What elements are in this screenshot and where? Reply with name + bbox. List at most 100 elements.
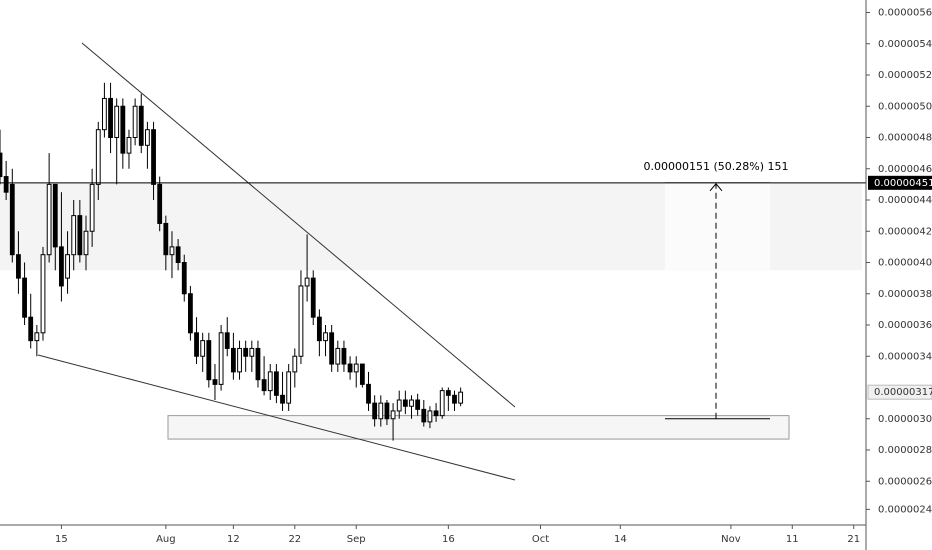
candle-body: [292, 355, 298, 373]
candle-body: [286, 371, 292, 404]
candle-body: [120, 105, 126, 154]
candle-body: [310, 277, 316, 318]
candle-body: [372, 402, 378, 420]
candle-body: [108, 97, 113, 138]
candle-body: [421, 408, 427, 423]
candle-body: [433, 410, 439, 417]
candle-body: [237, 347, 242, 373]
candle-body: [163, 222, 169, 256]
last-price-box: [867, 384, 932, 400]
candle-body: [390, 410, 396, 420]
candle-body: [316, 316, 322, 342]
candle-body: [145, 129, 150, 146]
candle-body: [273, 371, 279, 396]
x-tick-label: 11: [786, 534, 799, 545]
resistance-label-box: [868, 175, 932, 190]
lower-trend-line: [37, 354, 516, 481]
candle-body: [16, 254, 21, 279]
x-tick-label: Sep: [347, 534, 366, 545]
candle-body: [396, 399, 402, 412]
candle-body: [187, 293, 193, 334]
candle-body: [95, 129, 101, 185]
candle-body: [34, 332, 40, 342]
candle-body: [59, 246, 64, 287]
candle-body: [126, 137, 132, 154]
candle-body: [169, 246, 175, 256]
x-tick-label: 22: [288, 534, 301, 545]
x-tick-label: Nov: [721, 534, 741, 545]
candle-body: [28, 316, 34, 342]
candle-body: [9, 183, 15, 256]
last-price-label: 0.00000317: [874, 387, 932, 398]
candle-body: [341, 347, 347, 365]
candle-body: [71, 215, 77, 256]
candle-body: [83, 230, 89, 256]
candle-body: [151, 129, 156, 185]
candle-body: [445, 390, 451, 396]
candle-body: [249, 347, 255, 357]
candle-body: [353, 363, 359, 373]
candle-body: [224, 332, 230, 349]
measure-arrowhead: [709, 183, 723, 192]
candle-body: [280, 394, 285, 404]
candle-body: [175, 246, 181, 263]
candle-body: [415, 399, 421, 410]
x-tick-label: Oct: [532, 534, 549, 545]
x-tick-label: Aug: [156, 534, 176, 545]
candle-body: [89, 183, 95, 232]
candle-body: [65, 254, 70, 279]
candle-body: [46, 183, 52, 256]
x-tick-label: 15: [55, 534, 68, 545]
upper-trend-line: [81, 42, 516, 408]
candle-body: [304, 277, 310, 287]
candle-body: [267, 371, 273, 392]
candle-body: [3, 176, 9, 193]
x-tick-label: 14: [614, 534, 627, 545]
candle-body: [378, 402, 384, 420]
measure-area: [665, 182, 770, 271]
candle-body: [218, 332, 224, 385]
candle-body: [384, 402, 390, 420]
candle-body: [132, 105, 138, 138]
candle-body: [427, 410, 433, 423]
candle-body: [200, 340, 206, 357]
candle-body: [452, 394, 457, 404]
candle-body: [261, 379, 267, 392]
candle-body: [40, 254, 46, 334]
candle-body: [255, 347, 261, 381]
overlay: 0.00000451 0.00000317 0.00000151 (50.28%) …: [0, 160, 932, 420]
candle-body: [0, 152, 3, 178]
candle-body: [138, 105, 144, 146]
candle-body: [77, 215, 83, 256]
candle-body: [359, 363, 365, 385]
candle-body: [157, 183, 163, 224]
candle-body: [114, 105, 120, 138]
candle-body: [230, 347, 236, 373]
candle-body: [181, 262, 187, 295]
candle-body: [194, 332, 199, 357]
candle-body: [243, 347, 249, 357]
candle-body: [366, 383, 371, 404]
x-tick-label: 12: [227, 534, 240, 545]
candle-body: [329, 332, 335, 365]
candle-body: [298, 285, 304, 357]
resistance-label: 0.00000451: [874, 178, 932, 189]
price-zone: [167, 415, 790, 440]
candle-body: [458, 391, 464, 404]
measure-label: 0.00000151 (50.28%) 151: [644, 160, 789, 173]
